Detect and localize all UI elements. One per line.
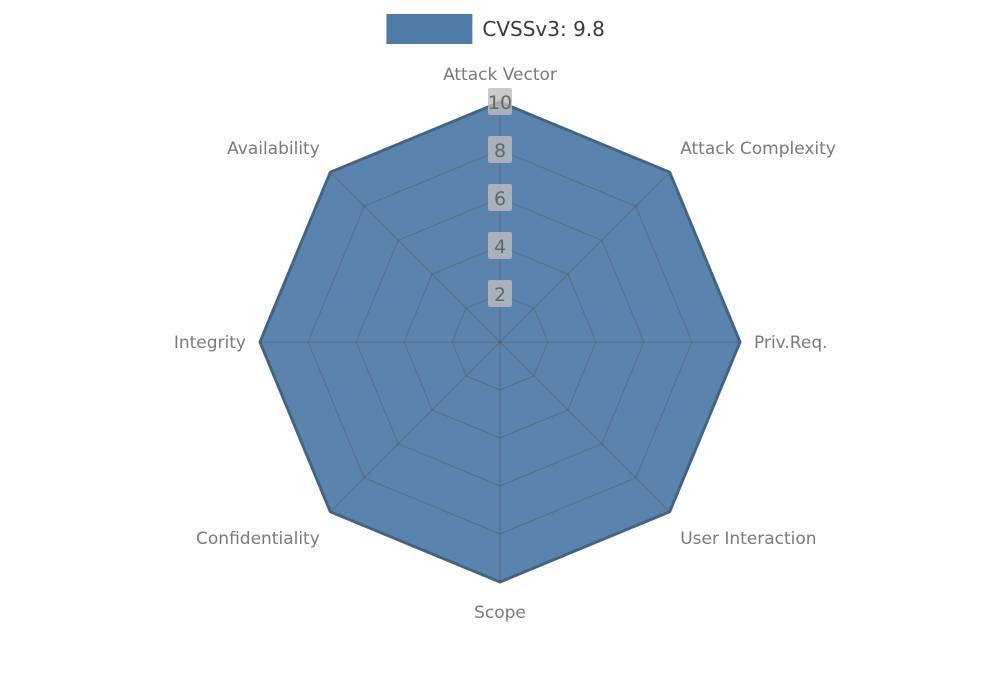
- axis-label-integrity: Integrity: [174, 333, 246, 353]
- axis-label-attack-vector: Attack Vector: [443, 65, 557, 85]
- axis-label-confidentiality: Confidentiality: [196, 529, 320, 549]
- radial-tick-box: [488, 88, 512, 115]
- radial-tick-box: [488, 280, 512, 307]
- radial-tick-box: [488, 232, 512, 259]
- chart-legend: CVSSv3: 9.8: [386, 14, 605, 44]
- legend-color-swatch: [386, 14, 473, 44]
- radial-tick-label: 2: [494, 284, 506, 306]
- radial-tick-label: 4: [494, 236, 506, 258]
- radial-tick-box: [488, 136, 512, 163]
- legend-label: CVSSv3: 9.8: [482, 17, 605, 41]
- radar-axis-spoke: [329, 341, 501, 513]
- radial-tick-label: 10: [488, 92, 512, 114]
- axis-label-scope: Scope: [474, 603, 526, 623]
- radial-tick-label: 6: [494, 188, 506, 210]
- axis-label-user-interaction: User Interaction: [680, 529, 816, 549]
- axis-label-availability: Availability: [227, 139, 320, 159]
- radial-tick-label: 8: [494, 140, 506, 162]
- radial-tick-box: [488, 184, 512, 211]
- axis-label-priv-req-: Priv.Req.: [754, 333, 828, 353]
- axis-label-attack-complexity: Attack Complexity: [680, 139, 836, 159]
- radar-axis-spoke: [329, 171, 501, 343]
- radar-axis-spoke: [499, 171, 671, 343]
- radar-axis-spoke: [499, 341, 671, 513]
